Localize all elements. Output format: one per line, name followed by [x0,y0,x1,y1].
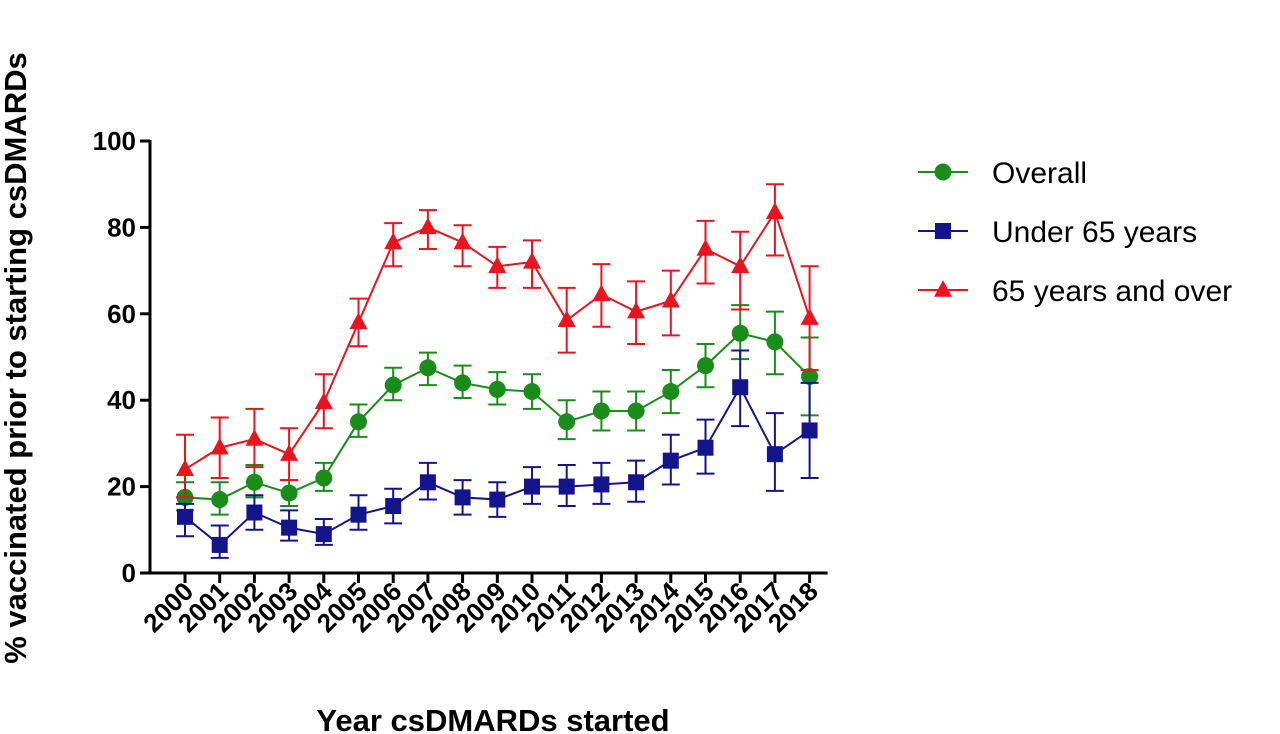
data-point [592,284,611,302]
data-point [315,469,333,487]
legend: Overall Under 65 years 65 years and over [918,157,1232,308]
data-point [800,308,819,325]
data-point [628,474,645,491]
data-point [453,232,472,250]
data-point [211,491,229,509]
legend-circle-icon [934,163,952,181]
data-point [350,413,367,431]
plot-area: 0204060801002000200120022003200420052006… [93,126,828,638]
data-point [245,429,264,446]
legend-square-icon [935,223,951,239]
data-point [419,359,437,377]
data-point [524,478,540,495]
data-point [661,290,680,308]
data-point [384,376,402,394]
data-point [765,202,784,219]
y-tick-label: 40 [107,385,136,415]
data-point [731,324,749,342]
data-point [315,526,332,543]
data-point [592,402,610,420]
y-tick-label: 0 [122,558,136,588]
data-point [385,498,402,515]
y-tick-label: 60 [107,299,136,329]
data-point [419,474,436,491]
data-point [732,379,749,396]
legend-item: Under 65 years [918,216,1197,249]
data-point [210,437,229,455]
data-point [766,446,783,463]
series-65-years-and-over [176,183,819,499]
data-point [801,367,819,385]
data-point [211,536,228,553]
data-point [177,508,193,525]
legend-item: Overall [918,157,1087,190]
data-point [488,380,506,398]
y-tick-label: 80 [107,212,136,242]
data-point [627,301,646,319]
legend-triangle-icon [934,280,952,297]
data-point [731,256,750,273]
data-point [418,217,437,235]
data-point [245,473,263,491]
y-axis-title-group: % vaccinated prior to starting csDMARDs [0,52,33,664]
data-point [593,476,610,493]
data-point [281,519,298,536]
data-point [454,489,471,506]
legend-label: Under 65 years [992,216,1197,249]
legend-item: 65 years and over [918,275,1232,308]
data-point [280,444,299,461]
data-point [523,252,541,269]
series-line [184,385,811,547]
data-point [384,232,403,250]
data-point [350,506,367,523]
data-point [280,484,298,502]
data-point [489,491,506,508]
series-under-65-years [176,349,819,559]
data-point [662,452,679,469]
data-point [558,413,576,431]
legend-label: Overall [992,157,1087,190]
data-point [627,402,645,420]
data-point [176,459,194,477]
data-point [662,383,680,401]
data-point [314,392,333,410]
series-line [184,332,811,501]
data-point [454,374,472,392]
data-point [801,422,818,439]
legend-label: 65 years and over [992,275,1232,308]
data-point [246,504,263,521]
data-point [523,383,541,401]
data-point [697,357,714,375]
data-point [557,310,576,327]
y-tick-label: 100 [93,126,136,156]
data-point [488,256,507,273]
data-point [558,478,575,495]
data-point [766,333,784,351]
y-tick-label: 20 [107,472,136,502]
data-point [349,312,368,330]
x-axis-title: Year csDMARDs started [316,703,669,734]
data-point [697,439,714,456]
data-point [696,239,715,256]
y-axis-title: % vaccinated prior to starting csDMARDs [0,52,33,664]
